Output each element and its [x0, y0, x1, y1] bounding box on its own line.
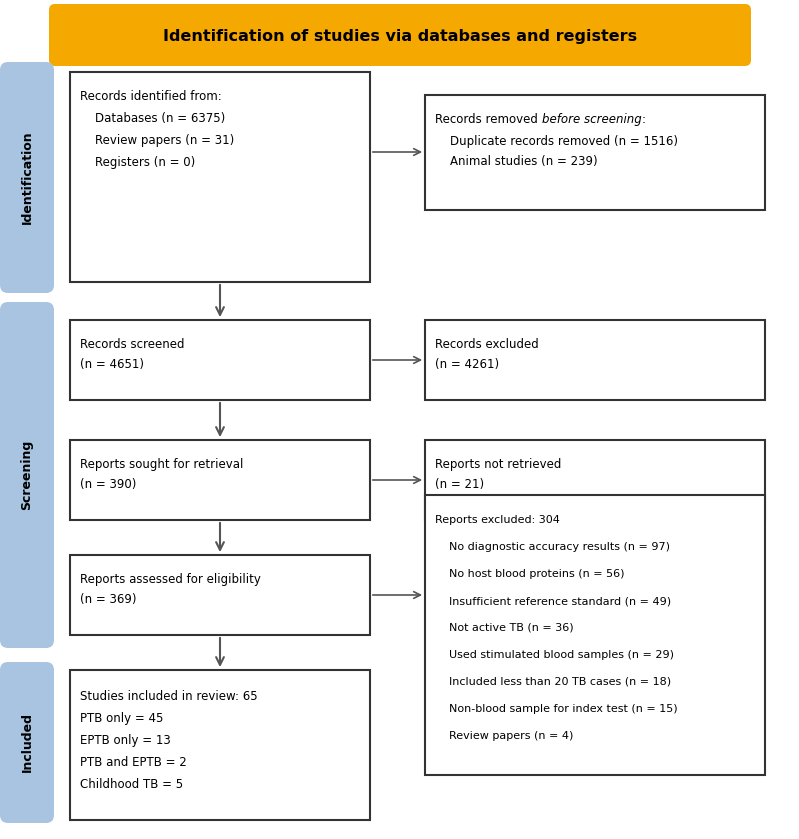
Text: Included: Included [21, 712, 34, 773]
Bar [70, 555, 370, 635]
Bar [425, 320, 765, 400]
Text: EPTB only = 13: EPTB only = 13 [80, 734, 171, 747]
Text: Records excluded: Records excluded [435, 338, 539, 351]
Bar [70, 320, 370, 400]
FancyBboxPatch shape [0, 62, 54, 293]
Text: PTB and EPTB = 2: PTB and EPTB = 2 [80, 756, 187, 769]
Text: Reports not retrieved: Reports not retrieved [435, 458, 562, 471]
Text: Identification of studies via databases and registers: Identification of studies via databases … [163, 29, 637, 44]
FancyBboxPatch shape [49, 4, 751, 66]
Text: Not active TB (n = 36): Not active TB (n = 36) [435, 623, 574, 633]
Text: Records removed: Records removed [435, 113, 542, 126]
Text: Childhood TB = 5: Childhood TB = 5 [80, 778, 183, 791]
Text: Duplicate records removed (n = 1516): Duplicate records removed (n = 1516) [435, 135, 678, 148]
Text: :: : [642, 113, 646, 126]
Text: Records screened: Records screened [80, 338, 185, 351]
Text: Reports sought for retrieval: Reports sought for retrieval [80, 458, 244, 471]
Text: No diagnostic accuracy results (n = 97): No diagnostic accuracy results (n = 97) [435, 542, 670, 552]
Text: Databases (n = 6375): Databases (n = 6375) [80, 112, 225, 125]
Text: (n = 21): (n = 21) [435, 478, 484, 491]
Text: (n = 4261): (n = 4261) [435, 358, 499, 371]
Text: Identification: Identification [21, 131, 34, 224]
Text: Review papers (n = 4): Review papers (n = 4) [435, 731, 574, 741]
Text: Review papers (n = 31): Review papers (n = 31) [80, 134, 234, 147]
FancyBboxPatch shape [0, 662, 54, 823]
Text: Screening: Screening [21, 440, 34, 510]
FancyBboxPatch shape [0, 302, 54, 648]
Text: Studies included in review: 65: Studies included in review: 65 [80, 690, 257, 703]
Text: Included less than 20 TB cases (n = 18): Included less than 20 TB cases (n = 18) [435, 677, 671, 687]
Text: Animal studies (n = 239): Animal studies (n = 239) [435, 155, 598, 168]
Text: PTB only = 45: PTB only = 45 [80, 712, 163, 725]
Text: (n = 369): (n = 369) [80, 593, 137, 606]
Bar [425, 95, 765, 210]
Bar [70, 72, 370, 282]
Bar [425, 495, 765, 775]
Text: Insufficient reference standard (n = 49): Insufficient reference standard (n = 49) [435, 596, 671, 606]
Bar [70, 670, 370, 820]
Text: (n = 390): (n = 390) [80, 478, 137, 491]
Text: before screening: before screening [542, 113, 642, 126]
Text: Reports assessed for eligibility: Reports assessed for eligibility [80, 573, 261, 586]
Text: Registers (n = 0): Registers (n = 0) [80, 156, 195, 169]
Text: Used stimulated blood samples (n = 29): Used stimulated blood samples (n = 29) [435, 650, 674, 660]
Text: Non-blood sample for index test (n = 15): Non-blood sample for index test (n = 15) [435, 704, 678, 714]
Text: (n = 4651): (n = 4651) [80, 358, 144, 371]
Text: No host blood proteins (n = 56): No host blood proteins (n = 56) [435, 569, 625, 579]
Text: Records identified from:: Records identified from: [80, 90, 222, 103]
Bar [425, 440, 765, 520]
Text: Reports excluded: 304: Reports excluded: 304 [435, 515, 560, 525]
Bar [70, 440, 370, 520]
